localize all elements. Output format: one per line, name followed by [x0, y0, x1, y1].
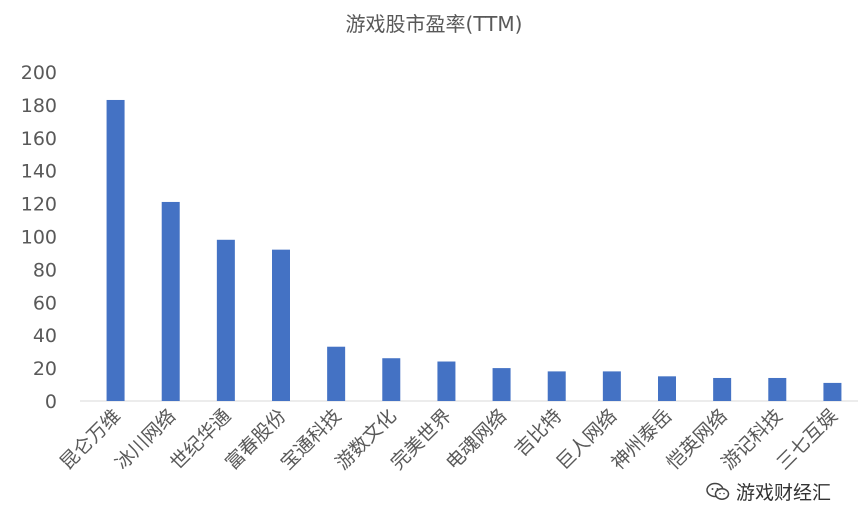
y-tick-label: 180 — [21, 95, 57, 117]
chart-title: 游戏股市盈率(TTM) — [346, 12, 523, 36]
bar — [492, 368, 511, 401]
bar — [327, 346, 346, 401]
y-tick-label: 20 — [33, 358, 57, 380]
y-tick-label: 140 — [21, 161, 57, 183]
bar — [272, 249, 290, 401]
wechat-icon — [706, 482, 730, 500]
bar — [823, 382, 842, 401]
y-tick-label: 60 — [33, 292, 57, 314]
bar — [437, 361, 456, 401]
bar — [161, 201, 180, 401]
y-tick-label: 120 — [21, 194, 57, 216]
y-tick-label: 40 — [33, 325, 57, 347]
y-tick-label: 100 — [21, 227, 57, 249]
watermark: 游戏财经汇 — [706, 478, 831, 505]
bar — [547, 371, 566, 401]
bar — [382, 358, 401, 401]
x-tick-label: 三七互娱 — [773, 405, 842, 474]
bar — [768, 377, 787, 401]
bars-group — [106, 99, 842, 401]
y-tick-label: 80 — [33, 259, 57, 281]
bar — [106, 99, 125, 401]
watermark-text: 游戏财经汇 — [736, 482, 832, 504]
y-tick-label: 0 — [45, 391, 57, 413]
y-axis-tick-labels: 0 20 40 60 80 100 120 140 160 180 200 — [21, 62, 57, 413]
x-tick-label: 电魂网络 — [442, 405, 511, 474]
y-tick-label: 200 — [21, 62, 57, 84]
bar — [602, 371, 621, 401]
y-tick-label: 160 — [21, 128, 57, 150]
bar — [216, 239, 235, 401]
bar — [713, 377, 732, 401]
bar — [658, 376, 676, 401]
